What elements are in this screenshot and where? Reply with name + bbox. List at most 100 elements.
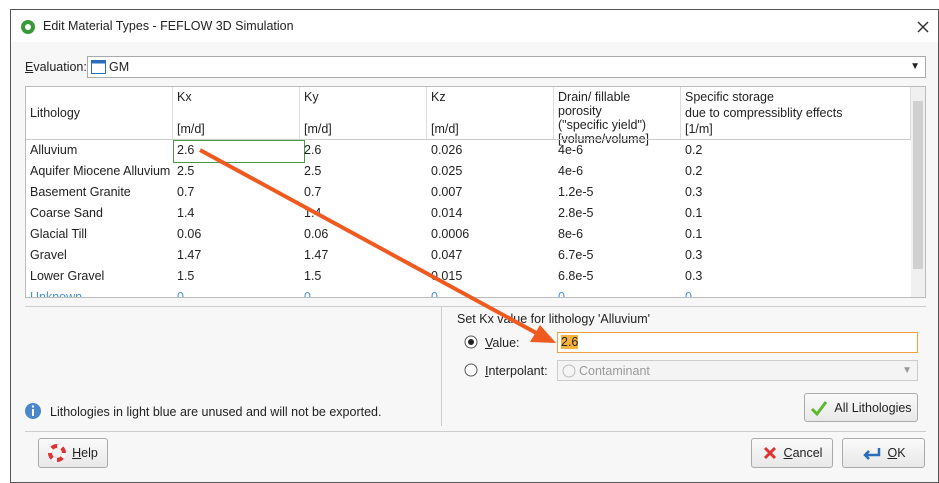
value-cell[interactable]: 2.6 <box>304 143 322 157</box>
value-cell[interactable]: 0 <box>431 290 438 298</box>
window-title: Edit Material Types - FEFLOW 3D Simulati… <box>43 19 294 33</box>
value-cell[interactable]: 2.8e-5 <box>558 206 594 220</box>
value-cell[interactable]: 4e-6 <box>558 164 584 178</box>
header-line: Lithology <box>30 106 81 120</box>
interpolant-combo[interactable]: Contaminant ▼ <box>557 360 918 381</box>
value-cell[interactable]: 1.4 <box>177 206 195 220</box>
header-line: [m/d] <box>304 122 332 136</box>
header-line: Kx <box>177 90 192 104</box>
ok-button[interactable]: OK <box>842 438 925 468</box>
ok-text: OK <box>887 446 906 460</box>
value-text: 2.6 <box>561 335 579 349</box>
value-cell[interactable]: 1.2e-5 <box>558 185 594 199</box>
value-cell[interactable]: 2.6 <box>173 140 305 163</box>
panel-heading: Set Kx value for lithology 'Alluvium' <box>457 312 651 326</box>
help-text: Help <box>72 446 98 460</box>
cancel-button[interactable]: Cancel <box>751 438 833 468</box>
value-cell[interactable]: 0 <box>177 290 184 298</box>
divider <box>25 306 926 307</box>
value-cell[interactable]: 4e-6 <box>558 143 584 157</box>
value-label: Value: <box>485 336 520 350</box>
help-button[interactable]: Help <box>38 438 108 468</box>
table-icon <box>91 60 106 74</box>
lithology-cell[interactable]: Aquifer Miocene Alluvium <box>30 164 171 178</box>
interpolant-value: Contaminant <box>579 364 650 378</box>
header-line: Kz <box>431 90 446 104</box>
value-cell[interactable]: 6.7e-5 <box>558 248 594 262</box>
value-cell[interactable]: 0 <box>558 290 565 298</box>
value-cell[interactable]: 0.7 <box>177 185 195 199</box>
lithology-cell[interactable]: Gravel <box>30 248 67 262</box>
value-cell[interactable]: 1.5 <box>177 269 195 283</box>
radio-interpolant[interactable] <box>464 363 478 377</box>
value-cell[interactable]: 0 <box>685 290 692 298</box>
lithology-cell[interactable]: Alluvium <box>30 143 78 157</box>
divider <box>25 431 926 432</box>
value-cell[interactable]: 0.1 <box>685 227 703 241</box>
lithology-table: Lithology Kx [m/d] Ky [m/d] Kz [m/d] Drain/ fil… <box>25 86 926 298</box>
header-line: Ky <box>304 90 319 104</box>
value-cell[interactable]: 0.3 <box>685 269 703 283</box>
lithology-cell[interactable]: Unknown <box>30 290 83 298</box>
column-header: Ky [m/d] <box>300 87 427 139</box>
radio-value[interactable] <box>464 335 478 349</box>
value-cell[interactable]: 0.2 <box>685 164 703 178</box>
column-header: Drain/ fillable porosity ("specific yield… <box>554 87 681 146</box>
scroll-thumb[interactable] <box>913 101 923 269</box>
title-bar: Edit Material Types - FEFLOW 3D Simulati… <box>11 10 938 42</box>
value-cell[interactable]: 0.026 <box>431 143 463 157</box>
value-cell[interactable]: 0.015 <box>431 269 463 283</box>
evaluation-combo[interactable]: GM ▼ <box>87 56 926 78</box>
value-cell[interactable]: 1.5 <box>304 269 322 283</box>
lithology-cell[interactable]: Basement Granite <box>30 185 131 199</box>
all-lithologies-text: All Lithologies <box>834 400 912 415</box>
info-text: Lithologies in light blue are unused and… <box>50 405 382 419</box>
value-cell[interactable]: 0.3 <box>685 248 703 262</box>
header-border <box>26 139 911 140</box>
header-line: [m/d] <box>177 122 205 136</box>
value-cell[interactable]: 1.47 <box>304 248 329 262</box>
lithology-cell[interactable]: Coarse Sand <box>30 206 103 220</box>
evaluation-label: Evaluation: <box>25 60 87 74</box>
app-icon <box>21 20 35 34</box>
close-button[interactable] <box>917 21 929 33</box>
value-cell[interactable]: 0.06 <box>304 227 329 241</box>
value-cell[interactable]: 8e-6 <box>558 227 584 241</box>
value-cell[interactable]: 0.7 <box>304 185 322 199</box>
value-cell[interactable]: 0.0006 <box>431 227 470 241</box>
value-cell[interactable]: 0.3 <box>685 185 703 199</box>
value-cell[interactable]: 2.5 <box>177 164 195 178</box>
lithology-cell[interactable]: Glacial Till <box>30 227 87 241</box>
value-cell[interactable]: 0.047 <box>431 248 463 262</box>
value-cell[interactable]: 0.014 <box>431 206 463 220</box>
cancel-icon <box>763 446 776 460</box>
value-cell[interactable]: 0.025 <box>431 164 463 178</box>
scrollbar[interactable] <box>911 87 925 297</box>
header-line: due to compressiblity effects <box>685 106 843 120</box>
value-cell[interactable]: 0.007 <box>431 185 463 199</box>
evaluation-value: GM <box>109 60 130 74</box>
value-cell[interactable]: 1.47 <box>177 248 202 262</box>
header-line: [1/m] <box>685 122 713 136</box>
check-icon <box>811 400 828 416</box>
value-cell[interactable]: 0.06 <box>177 227 202 241</box>
dropdown-arrow: ▼ <box>902 365 912 376</box>
all-lithologies-button[interactable]: All Lithologies <box>804 393 918 422</box>
column-header: Specific storage due to compressiblity ef… <box>681 87 911 139</box>
header-line: Specific storage <box>685 90 774 104</box>
cancel-text: Cancel <box>783 446 823 460</box>
value-cell[interactable]: 0 <box>304 290 311 298</box>
interp-icon <box>562 364 576 378</box>
value-cell[interactable]: 0.2 <box>685 143 703 157</box>
divider <box>441 306 442 426</box>
value-cell[interactable]: 1.4 <box>304 206 322 220</box>
value-cell[interactable]: 6.8e-5 <box>558 269 594 283</box>
value-cell[interactable]: 2.5 <box>304 164 322 178</box>
column-header: Kx [m/d] <box>173 87 300 139</box>
dropdown-arrow: ▼ <box>910 61 920 72</box>
value-input[interactable]: 2.6 <box>557 332 918 353</box>
header-line: [m/d] <box>431 122 459 136</box>
value-cell[interactable]: 0.1 <box>685 206 703 220</box>
interpolant-label: Interpolant: <box>485 364 548 378</box>
lithology-cell[interactable]: Lower Gravel <box>30 269 105 283</box>
